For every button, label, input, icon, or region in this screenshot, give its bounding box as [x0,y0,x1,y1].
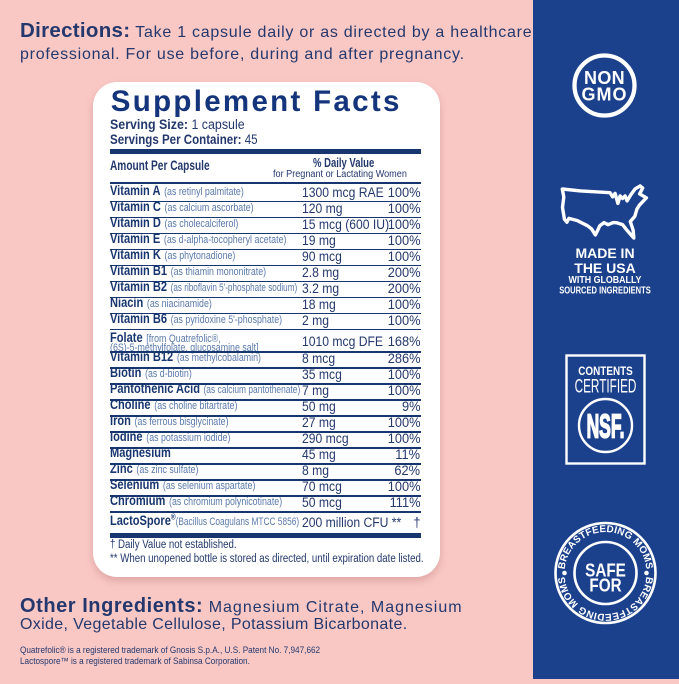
svg-text:FOR: FOR [589,575,621,596]
svg-text:NON: NON [584,68,625,88]
svg-text:MADE IN: MADE IN [575,245,634,261]
svg-text:THE USA: THE USA [574,260,635,276]
svg-text:SAFE: SAFE [585,560,626,581]
svg-text:CONTENTS: CONTENTS [578,365,633,378]
svg-text:GMO: GMO [582,85,628,105]
svg-text:SOURCED INGREDIENTS: SOURCED INGREDIENTS [559,284,651,295]
svg-text:NSF.: NSF. [587,408,625,445]
svg-text:CERTIFIED: CERTIFIED [575,376,637,398]
svg-text:WITH GLOBALLY: WITH GLOBALLY [569,275,643,287]
